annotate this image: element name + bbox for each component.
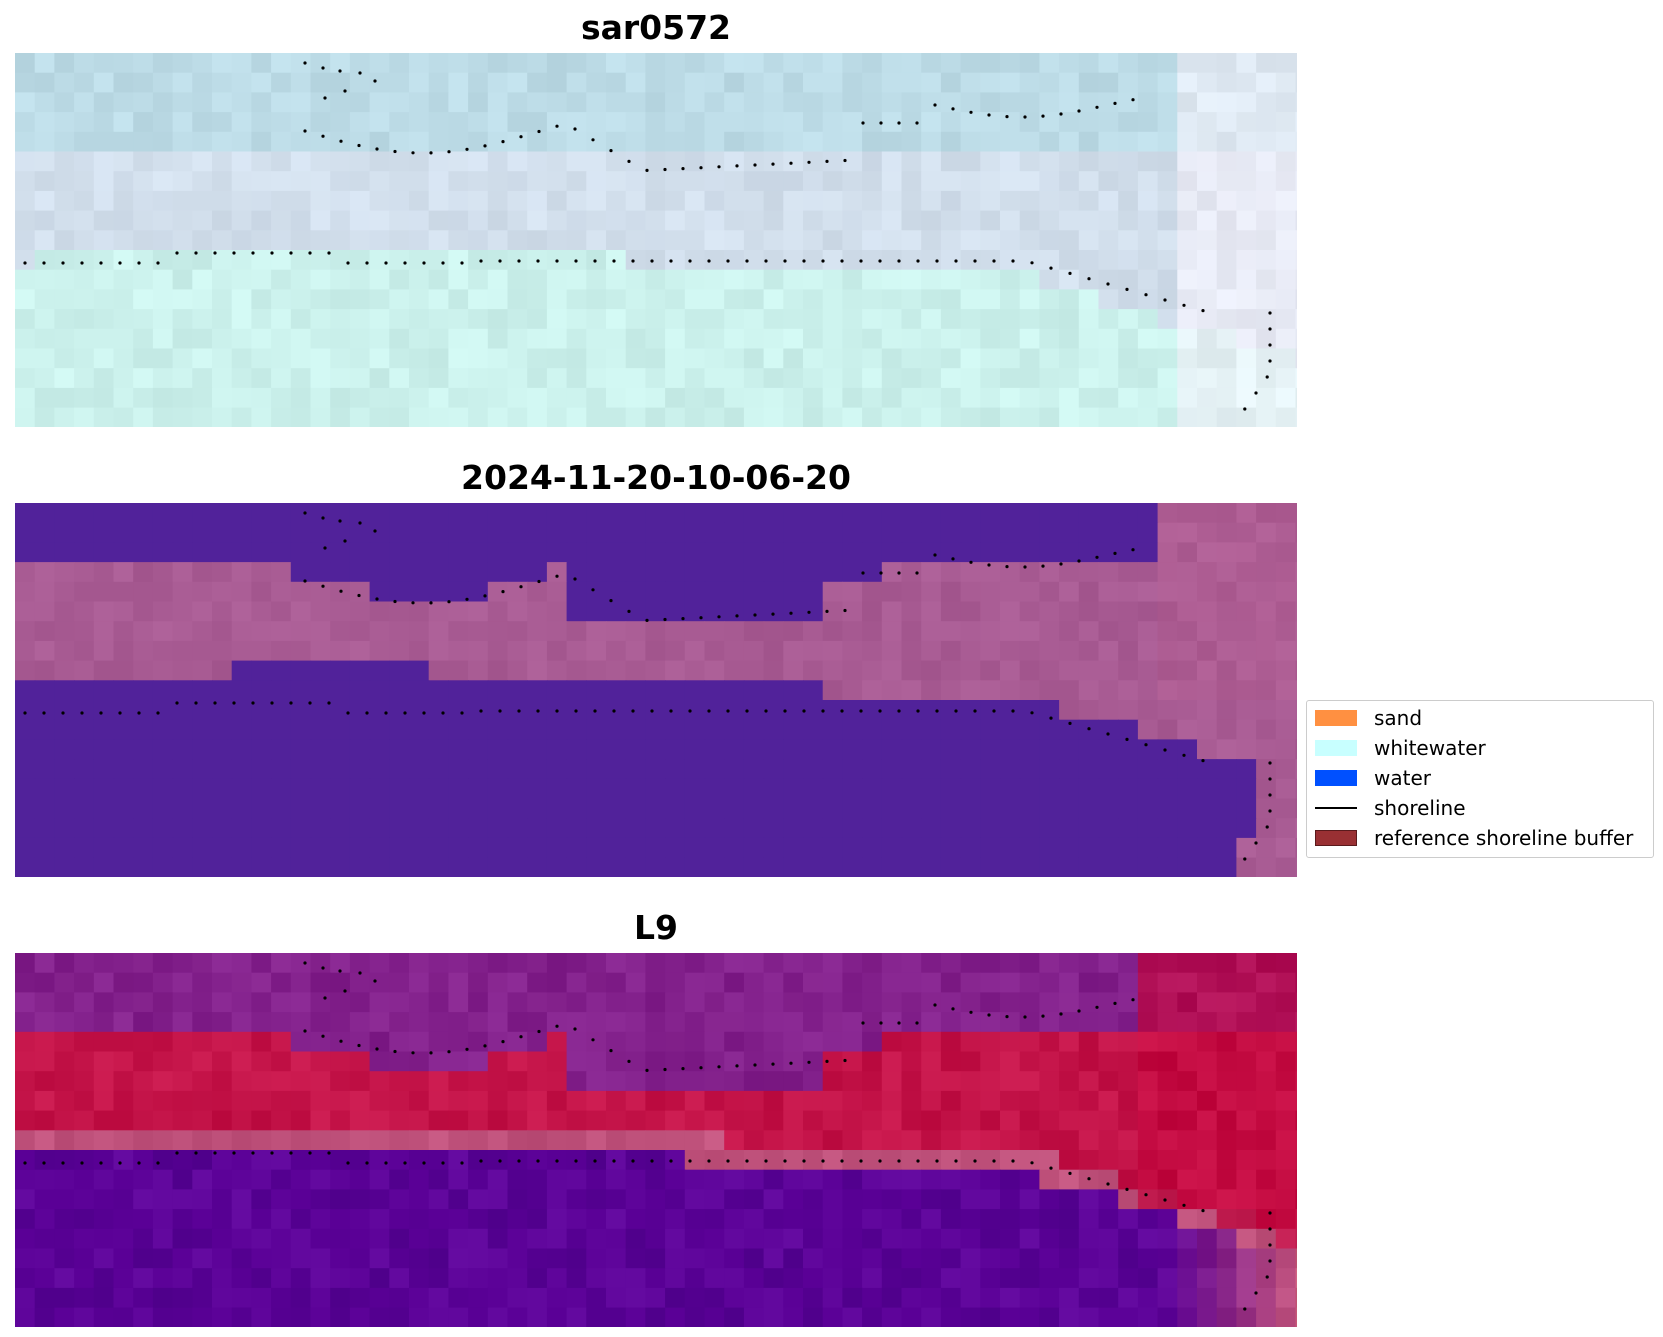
sand-swatch <box>1315 710 1357 726</box>
panel-title-rgb: sar0572 <box>580 8 732 47</box>
legend-label-reference-buffer: reference shoreline buffer <box>1374 826 1634 850</box>
panel-title-index: L9 <box>634 908 678 947</box>
shoreline-dots <box>23 511 1272 861</box>
legend-label-whitewater: whitewater <box>1374 736 1486 760</box>
legend: sand whitewater water shoreline referenc… <box>1306 700 1654 858</box>
shoreline-line-icon <box>1315 800 1357 816</box>
legend-item-whitewater: whitewater <box>1315 735 1486 761</box>
legend-label-shoreline: shoreline <box>1374 796 1466 820</box>
index-image-panel <box>15 953 1297 1327</box>
legend-item-water: water <box>1315 765 1431 791</box>
water-swatch <box>1315 770 1357 786</box>
whitewater-swatch <box>1315 740 1357 756</box>
legend-item-shoreline: shoreline <box>1315 795 1466 821</box>
rgb-image-panel <box>15 53 1297 427</box>
shoreline-dots <box>23 61 1272 411</box>
legend-item-sand: sand <box>1315 705 1422 731</box>
legend-label-sand: sand <box>1374 706 1423 730</box>
reference-buffer-swatch <box>1315 830 1357 846</box>
shoreline-dots <box>23 961 1272 1311</box>
classified-image-panel <box>15 503 1297 877</box>
legend-item-reference-buffer: reference shoreline buffer <box>1315 825 1633 851</box>
legend-label-water: water <box>1374 766 1431 790</box>
panel-title-classified: 2024-11-20-10-06-20 <box>461 458 851 497</box>
